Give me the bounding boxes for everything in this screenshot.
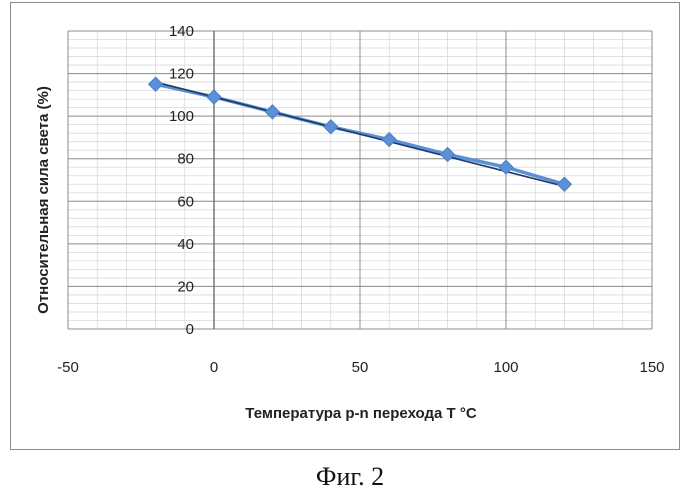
y-tick-label: 60 [177, 193, 194, 210]
x-tick-label: 0 [210, 359, 218, 376]
x-tick-label: 100 [493, 359, 518, 376]
y-tick-label: 20 [177, 278, 194, 295]
data-point [441, 147, 455, 161]
data-point [265, 105, 279, 119]
y-tick-label: 40 [177, 236, 194, 253]
x-tick-label: -50 [57, 359, 79, 376]
x-axis-label: Температура p-n перехода T °C [245, 405, 477, 422]
data-point [207, 90, 221, 104]
data-point [557, 177, 571, 191]
y-tick-label: 100 [169, 108, 194, 125]
y-tick-label: 80 [177, 151, 194, 168]
figure-caption: Фиг. 2 [0, 462, 700, 492]
tick-labels: -50 0 50 100 150 0 20 40 60 80 100 120 140 [57, 23, 664, 376]
data-point [149, 77, 163, 91]
data-point [382, 133, 396, 147]
x-tick-label: 50 [352, 359, 369, 376]
chart: -50 0 50 100 150 0 20 40 60 80 100 120 140 Относител… [0, 0, 700, 460]
y-axis-label: Относительная сила света (%) [35, 86, 52, 314]
y-tick-label: 140 [169, 23, 194, 40]
x-tick-label: 150 [639, 359, 664, 376]
data-point [324, 120, 338, 134]
y-tick-label: 0 [186, 321, 194, 338]
y-tick-label: 120 [169, 66, 194, 83]
